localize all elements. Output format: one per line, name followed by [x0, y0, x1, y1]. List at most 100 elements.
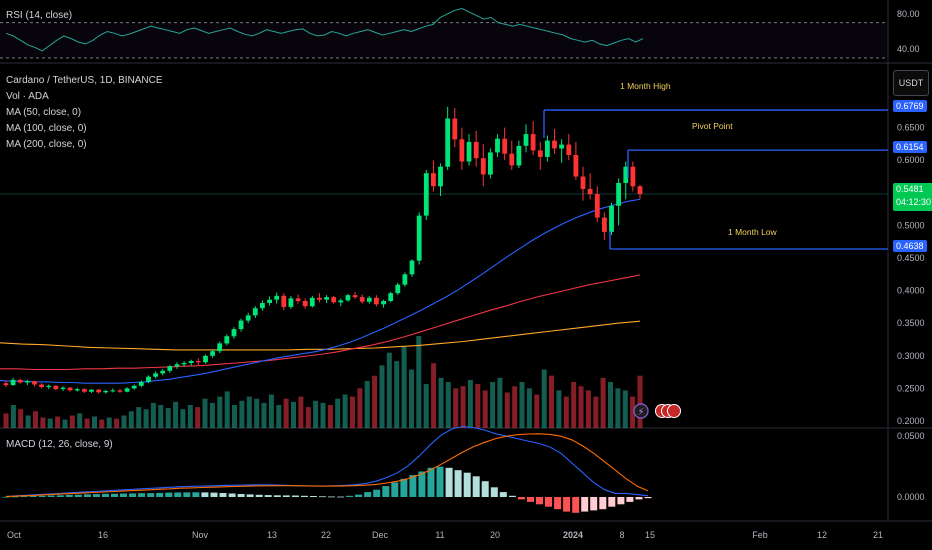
- macd-histogram-bar: [219, 493, 227, 497]
- candle: [523, 124, 529, 153]
- currency-button[interactable]: USDT: [893, 70, 929, 96]
- macd-histogram-bar: [300, 495, 308, 497]
- macd-histogram-bar: [38, 495, 46, 497]
- candle-body: [466, 141, 472, 162]
- volume-bar: [128, 411, 134, 428]
- candle-body: [267, 299, 272, 303]
- volume-bar: [283, 398, 289, 428]
- time-tick-label: 8: [619, 530, 624, 540]
- candle-body: [331, 297, 337, 303]
- volume-bar: [453, 388, 459, 428]
- candle: [274, 292, 280, 304]
- candle: [32, 380, 37, 387]
- candle: [53, 385, 59, 391]
- candle-body: [516, 145, 522, 166]
- volume-bar: [563, 396, 569, 428]
- candle-body: [366, 297, 372, 302]
- candle: [153, 371, 158, 379]
- macd-histogram-bar: [147, 493, 155, 497]
- macd-histogram-bar: [92, 494, 100, 497]
- time-tick-label: 16: [98, 530, 108, 540]
- candle-body: [245, 315, 251, 321]
- price-tick-label: 0.2500: [897, 383, 925, 393]
- indicator-ma50[interactable]: MA (50, close, 0): [6, 107, 82, 118]
- time-tick-label: Dec: [372, 530, 389, 540]
- volume-bar: [593, 396, 599, 428]
- volume-bar: [232, 405, 237, 428]
- candle: [39, 383, 44, 389]
- candle-body: [231, 329, 237, 337]
- candle: [324, 295, 329, 303]
- candle-body: [117, 390, 123, 392]
- candle-body: [195, 361, 201, 363]
- indicator-volume[interactable]: Vol · ADA: [6, 91, 49, 102]
- lightning-glyph: ⚡: [638, 407, 645, 418]
- candle-body: [124, 388, 130, 392]
- candle: [623, 161, 629, 200]
- volume-bar: [92, 416, 97, 428]
- candle-body: [416, 215, 422, 261]
- candle: [580, 166, 586, 201]
- volume-bar: [497, 377, 503, 428]
- macd-histogram-bar: [499, 492, 507, 497]
- indicator-ma100[interactable]: MA (100, close, 0): [6, 123, 87, 134]
- macd-histogram-bar: [156, 492, 164, 497]
- volume-bar: [291, 401, 296, 428]
- volume-bar: [608, 382, 613, 428]
- candle-body: [345, 295, 351, 301]
- volume-bar: [55, 416, 61, 428]
- volume-bar: [136, 407, 142, 428]
- macd-histogram-bar: [291, 495, 299, 497]
- rsi-line: [5, 7, 644, 52]
- symbol-title[interactable]: Cardano / TetherUS, 1D, BINANCE: [6, 75, 163, 86]
- macd-histogram-bar: [102, 493, 109, 497]
- candle: [131, 384, 137, 390]
- volume-bar: [416, 336, 422, 428]
- macd-histogram-bar: [364, 492, 372, 497]
- candle: [616, 178, 621, 226]
- candle: [488, 148, 493, 179]
- candle-body: [10, 379, 16, 386]
- volume-bar: [246, 396, 252, 428]
- candle: [281, 293, 287, 311]
- volume-bar: [150, 402, 156, 428]
- candle: [181, 361, 187, 367]
- volume-bar: [512, 386, 518, 428]
- volume-bar: [62, 419, 68, 428]
- candle-body: [509, 153, 515, 166]
- volume-bar: [47, 418, 53, 428]
- candle: [345, 293, 351, 302]
- rsi-tick-label: 40.00: [897, 44, 920, 54]
- volume-bar: [504, 392, 510, 428]
- macd-histogram-bar: [427, 467, 435, 497]
- rsi-title: RSI (14, close): [6, 10, 73, 21]
- macd-histogram-bar: [273, 495, 281, 497]
- ma100-line: [0, 274, 641, 371]
- indicator-ma200[interactable]: MA (200, close, 0): [6, 139, 87, 150]
- candle-body: [309, 297, 315, 307]
- volume-bar: [556, 390, 562, 428]
- candle-body: [324, 297, 329, 300]
- price-tick-label: 0.6500: [897, 123, 925, 133]
- volume-bar: [276, 405, 282, 428]
- volume-bar: [372, 375, 378, 428]
- volume-bar: [84, 418, 90, 428]
- candle: [366, 295, 372, 304]
- candle-body: [459, 139, 465, 162]
- candle: [331, 295, 337, 304]
- macd-histogram-bar: [111, 493, 118, 497]
- macd-histogram-bar: [617, 497, 625, 505]
- candle: [260, 300, 265, 311]
- candle: [359, 294, 365, 304]
- macd-histogram-bar: [129, 493, 137, 497]
- candle-body: [602, 217, 607, 232]
- volume-bar: [622, 390, 628, 428]
- candle-body: [480, 158, 486, 175]
- candle: [545, 135, 550, 162]
- volume-bar: [239, 400, 245, 428]
- time-tick-label: 13: [267, 530, 277, 540]
- volume-bar: [386, 352, 392, 428]
- volume-bar: [40, 417, 46, 428]
- macd-histogram-bar: [174, 492, 182, 497]
- candle: [117, 389, 123, 393]
